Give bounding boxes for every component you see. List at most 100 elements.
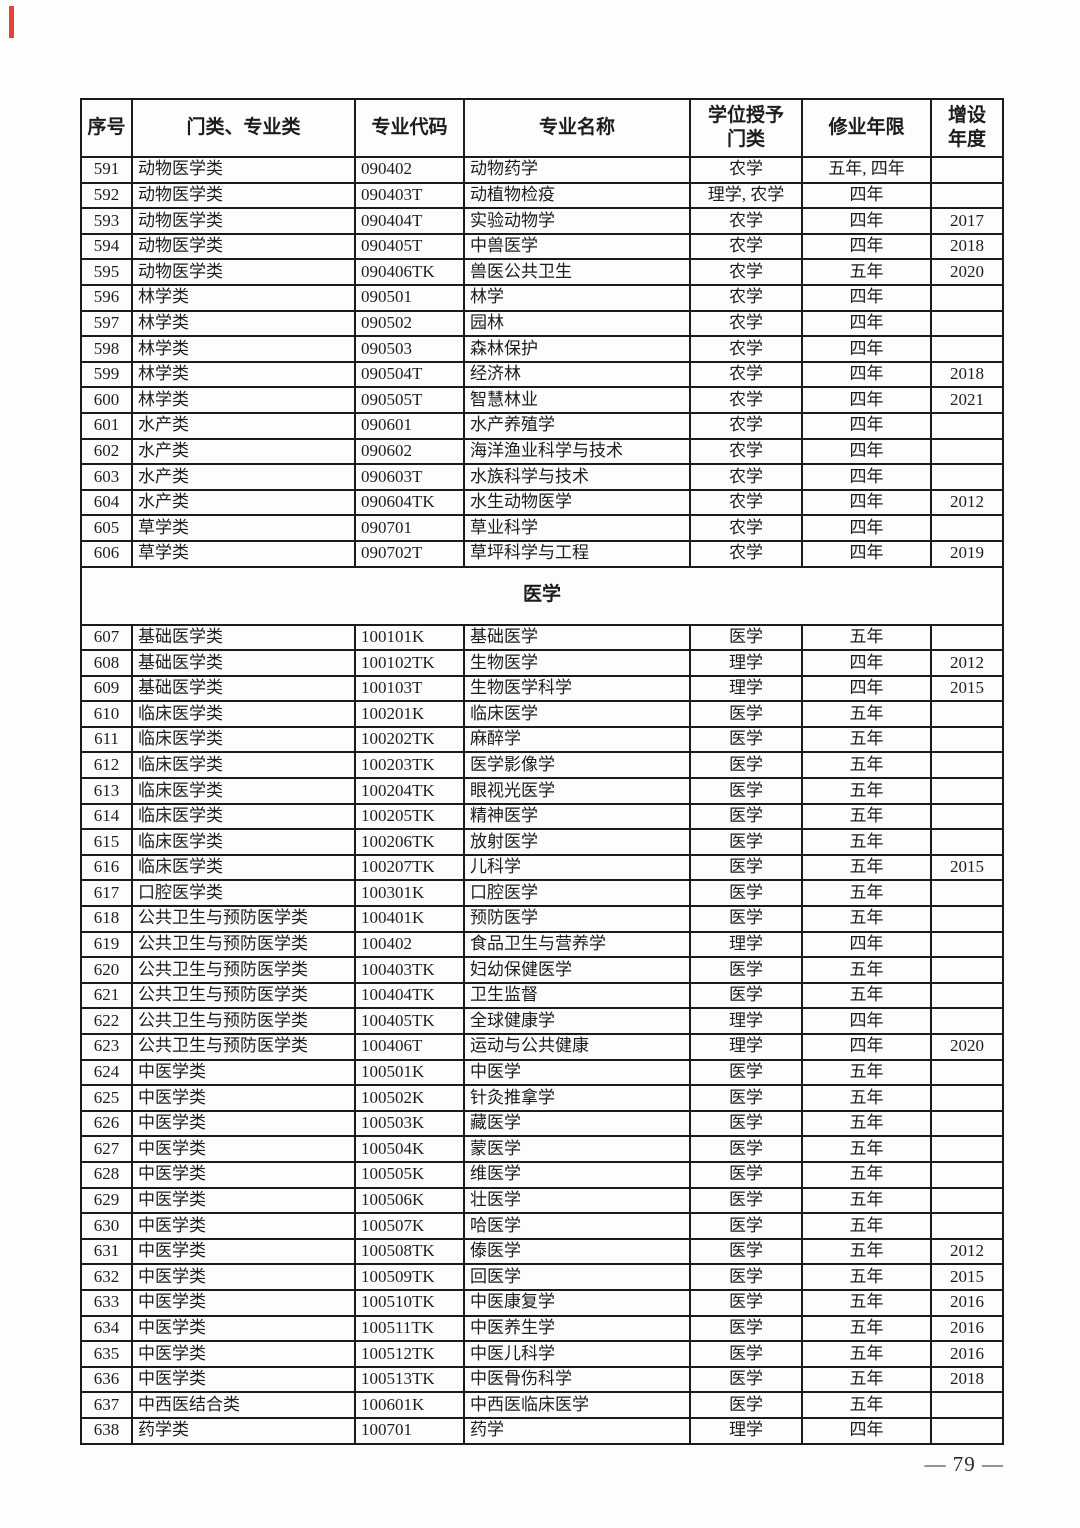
table-row: 614 临床医学类 100205TK 精神医学 医学 五年 (80, 802, 1004, 831)
cell-code: 100406T (354, 1033, 465, 1061)
table-row: 617 口腔医学类 100301K 口腔医学 医学 五年 (80, 879, 1004, 908)
table-row: 615 临床医学类 100206TK 放射医学 医学 五年 (80, 828, 1004, 856)
header-cell-name: 专业名称 (463, 98, 691, 158)
cell-code: 100206TK (354, 828, 465, 856)
table-row: 628 中医学类 100505K 维医学 医学 五年 (80, 1160, 1004, 1189)
cell-years: 五年 (801, 1212, 932, 1240)
cell-years: 四年 (801, 181, 932, 210)
cell-degree: 医学 (689, 981, 803, 1010)
cell-category: 中医学类 (131, 1212, 356, 1240)
cell-code: 100512TK (354, 1340, 465, 1368)
cell-name: 卫生监督 (463, 981, 691, 1010)
cell-serial: 613 (80, 777, 133, 805)
cell-year-added (930, 283, 1004, 312)
cell-serial: 608 (80, 649, 133, 677)
cell-name: 药学 (463, 1416, 691, 1445)
cell-code: 090601 (354, 411, 465, 440)
table-row: 595 动物医学类 090406TK 兽医公共卫生 农学 五年 2020 (80, 258, 1004, 286)
cell-serial: 621 (80, 981, 133, 1010)
cell-category: 水产类 (131, 411, 356, 440)
cell-serial: 610 (80, 700, 133, 728)
cell-category: 林学类 (131, 309, 356, 338)
table-row: 623 公共卫生与预防医学类 100406T 运动与公共健康 理学 四年 2020 (80, 1033, 1004, 1061)
cell-name: 动物药学 (463, 156, 691, 184)
cell-category: 中西医结合类 (131, 1391, 356, 1419)
cell-category: 中医学类 (131, 1263, 356, 1291)
cell-name: 中医康复学 (463, 1288, 691, 1317)
table-row: 606 草学类 090702T 草坪科学与工程 农学 四年 2019 (80, 539, 1004, 568)
cell-code: 100508TK (354, 1237, 465, 1266)
cell-years: 五年 (801, 1391, 932, 1419)
cell-serial: 601 (80, 411, 133, 440)
cell-serial: 630 (80, 1212, 133, 1240)
cell-year-added (930, 1212, 1004, 1240)
cell-code: 100501K (354, 1058, 465, 1087)
cell-serial: 607 (80, 623, 133, 652)
cell-code: 090406TK (354, 258, 465, 286)
cell-category: 基础医学类 (131, 649, 356, 677)
cell-year-added: 2015 (930, 853, 1004, 882)
cell-year-added: 2012 (930, 649, 1004, 677)
cell-category: 动物医学类 (131, 181, 356, 210)
cell-serial: 603 (80, 463, 133, 491)
cell-code: 090404T (354, 207, 465, 235)
cell-serial: 636 (80, 1365, 133, 1394)
cell-serial: 633 (80, 1288, 133, 1317)
cell-category: 林学类 (131, 386, 356, 414)
cell-year-added (930, 1186, 1004, 1215)
cell-year-added: 2015 (930, 674, 1004, 703)
cell-category: 临床医学类 (131, 700, 356, 728)
cell-year-added (930, 905, 1004, 933)
cell-year-added: 2018 (930, 360, 1004, 389)
cell-category: 林学类 (131, 360, 356, 389)
cell-name: 藏医学 (463, 1109, 691, 1138)
cell-year-added (930, 1391, 1004, 1419)
cell-name: 全球健康学 (463, 1007, 691, 1035)
cell-category: 动物医学类 (131, 207, 356, 235)
cell-code: 100103T (354, 674, 465, 703)
cell-year-added (930, 437, 1004, 466)
cell-code: 090701 (354, 514, 465, 542)
cell-degree: 医学 (689, 623, 803, 652)
cell-degree: 农学 (689, 283, 803, 312)
cell-degree: 农学 (689, 488, 803, 517)
cell-degree: 理学 (689, 1007, 803, 1035)
cell-name: 傣医学 (463, 1237, 691, 1266)
cell-years: 四年 (801, 335, 932, 363)
table-row: 633 中医学类 100510TK 中医康复学 医学 五年 2016 (80, 1288, 1004, 1317)
cell-years: 四年 (801, 674, 932, 703)
cell-serial: 627 (80, 1135, 133, 1163)
cell-serial: 593 (80, 207, 133, 235)
cell-years: 四年 (801, 930, 932, 959)
page-number: — 79 — (924, 1452, 1004, 1476)
table-row: 618 公共卫生与预防医学类 100401K 预防医学 医学 五年 (80, 905, 1004, 933)
cell-category: 临床医学类 (131, 828, 356, 856)
cell-name: 中医学 (463, 1058, 691, 1087)
cell-degree: 医学 (689, 853, 803, 882)
cell-code: 100204TK (354, 777, 465, 805)
cell-degree: 医学 (689, 1058, 803, 1087)
cell-name: 回医学 (463, 1263, 691, 1291)
cell-degree: 农学 (689, 514, 803, 542)
cell-code: 090503 (354, 335, 465, 363)
table-row: 620 公共卫生与预防医学类 100403TK 妇幼保健医学 医学 五年 (80, 956, 1004, 984)
cell-serial: 614 (80, 802, 133, 831)
cell-year-added: 2018 (930, 1365, 1004, 1394)
cell-year-added (930, 1135, 1004, 1163)
cell-category: 水产类 (131, 437, 356, 466)
cell-degree: 农学 (689, 156, 803, 184)
cell-year-added: 2012 (930, 488, 1004, 517)
table-header-row: 序号 门类、专业类 专业代码 专业名称 学位授予 门类 修业年限 增设 年度 (80, 98, 1004, 158)
header-cell-years: 修业年限 (801, 98, 932, 158)
cell-category: 中医学类 (131, 1084, 356, 1112)
cell-code: 100601K (354, 1391, 465, 1419)
cell-years: 五年 (801, 777, 932, 805)
cell-category: 中医学类 (131, 1237, 356, 1266)
cell-code: 090402 (354, 156, 465, 184)
table-row: 630 中医学类 100507K 哈医学 医学 五年 (80, 1212, 1004, 1240)
table-row: 599 林学类 090504T 经济林 农学 四年 2018 (80, 360, 1004, 389)
cell-degree: 理学 (689, 930, 803, 959)
cell-serial: 616 (80, 853, 133, 882)
cell-category: 基础医学类 (131, 623, 356, 652)
cell-years: 五年 (801, 700, 932, 728)
